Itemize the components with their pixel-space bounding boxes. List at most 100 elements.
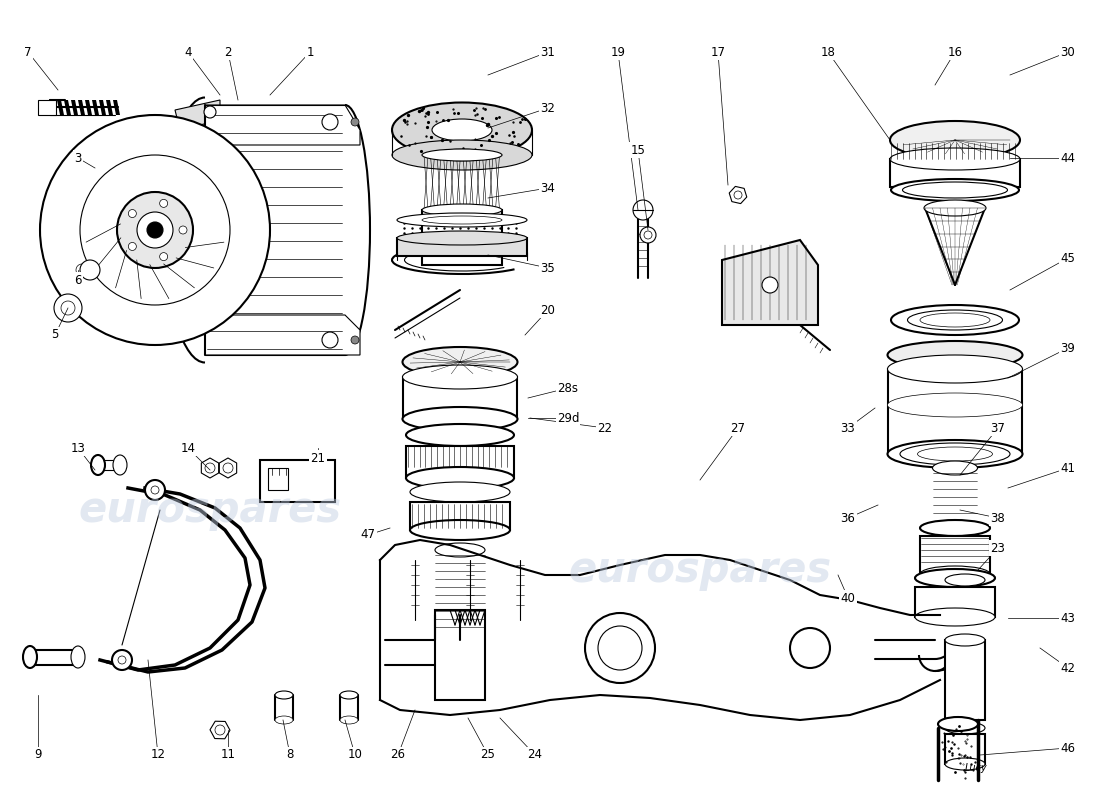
Ellipse shape [915, 608, 996, 626]
Text: 28s: 28s [558, 382, 579, 394]
Ellipse shape [403, 365, 517, 389]
Ellipse shape [920, 566, 990, 582]
Ellipse shape [915, 569, 996, 587]
Circle shape [129, 242, 136, 250]
Ellipse shape [432, 119, 492, 141]
Circle shape [351, 336, 359, 344]
Ellipse shape [434, 543, 485, 557]
Ellipse shape [410, 482, 510, 502]
Ellipse shape [403, 407, 517, 431]
Bar [890, 159, 1020, 187]
Circle shape [598, 626, 642, 670]
Bar [933, 528, 978, 588]
Text: eurospares: eurospares [78, 489, 342, 531]
Circle shape [40, 115, 270, 345]
Text: 33: 33 [840, 422, 856, 434]
Circle shape [214, 725, 225, 735]
Bar [945, 640, 984, 720]
Ellipse shape [275, 691, 293, 699]
Bar [410, 502, 510, 530]
Ellipse shape [392, 140, 532, 170]
Polygon shape [205, 315, 360, 355]
Text: 44: 44 [1060, 151, 1076, 165]
Circle shape [762, 277, 778, 293]
Text: Lucy: Lucy [965, 763, 988, 773]
Text: 17: 17 [711, 46, 726, 58]
Circle shape [118, 656, 127, 664]
Bar [397, 238, 527, 256]
Text: 2: 2 [224, 46, 232, 58]
Ellipse shape [275, 716, 293, 724]
Ellipse shape [908, 310, 1002, 330]
Polygon shape [722, 240, 818, 325]
Polygon shape [106, 100, 113, 115]
Polygon shape [940, 126, 970, 143]
Text: 10: 10 [348, 749, 362, 762]
Circle shape [160, 199, 167, 207]
Text: 9: 9 [34, 749, 42, 762]
Polygon shape [85, 100, 92, 115]
Bar [268, 468, 288, 490]
Ellipse shape [422, 216, 502, 224]
Circle shape [644, 231, 652, 239]
Ellipse shape [23, 646, 37, 668]
Circle shape [129, 210, 136, 218]
Text: 15: 15 [630, 143, 646, 157]
Text: 26: 26 [390, 749, 406, 762]
Text: 27: 27 [730, 422, 746, 434]
Bar [434, 610, 485, 700]
Ellipse shape [945, 758, 984, 770]
Text: 20: 20 [540, 303, 556, 317]
Ellipse shape [891, 305, 1019, 335]
Circle shape [204, 106, 216, 118]
Circle shape [322, 114, 338, 130]
Circle shape [640, 227, 656, 243]
Text: 31: 31 [540, 46, 556, 58]
Circle shape [145, 480, 165, 500]
Circle shape [205, 463, 214, 473]
Polygon shape [50, 100, 57, 115]
Text: 41: 41 [1060, 462, 1076, 474]
Text: 29d: 29d [557, 411, 580, 425]
Ellipse shape [888, 355, 1023, 383]
Ellipse shape [432, 149, 492, 161]
Ellipse shape [340, 716, 358, 724]
Text: 45: 45 [1060, 251, 1076, 265]
Text: 1: 1 [306, 46, 313, 58]
Polygon shape [64, 100, 72, 115]
Ellipse shape [890, 148, 1020, 170]
Polygon shape [72, 100, 78, 115]
Circle shape [112, 650, 132, 670]
Ellipse shape [924, 200, 986, 216]
Circle shape [585, 613, 654, 683]
Text: 22: 22 [597, 422, 613, 434]
Text: 4: 4 [185, 46, 191, 58]
Ellipse shape [397, 213, 527, 227]
Ellipse shape [422, 149, 502, 161]
Text: 23: 23 [991, 542, 1005, 554]
Ellipse shape [890, 121, 1020, 159]
Ellipse shape [340, 691, 358, 699]
Polygon shape [205, 105, 360, 145]
Ellipse shape [91, 455, 104, 475]
Ellipse shape [403, 347, 517, 377]
Ellipse shape [945, 574, 984, 586]
Text: 34: 34 [540, 182, 556, 194]
Text: 35: 35 [540, 262, 556, 274]
Circle shape [790, 628, 830, 668]
Text: 13: 13 [70, 442, 86, 454]
Ellipse shape [406, 424, 514, 446]
Ellipse shape [900, 443, 1010, 465]
Circle shape [151, 486, 160, 494]
Ellipse shape [945, 722, 984, 734]
Text: 11: 11 [220, 749, 235, 762]
Polygon shape [78, 100, 85, 115]
Polygon shape [57, 100, 64, 115]
Text: 40: 40 [840, 591, 856, 605]
Ellipse shape [891, 179, 1019, 201]
Text: 25: 25 [481, 749, 495, 762]
Bar [888, 369, 1022, 454]
Ellipse shape [938, 717, 978, 731]
Text: 43: 43 [1060, 611, 1076, 625]
Circle shape [734, 191, 742, 199]
